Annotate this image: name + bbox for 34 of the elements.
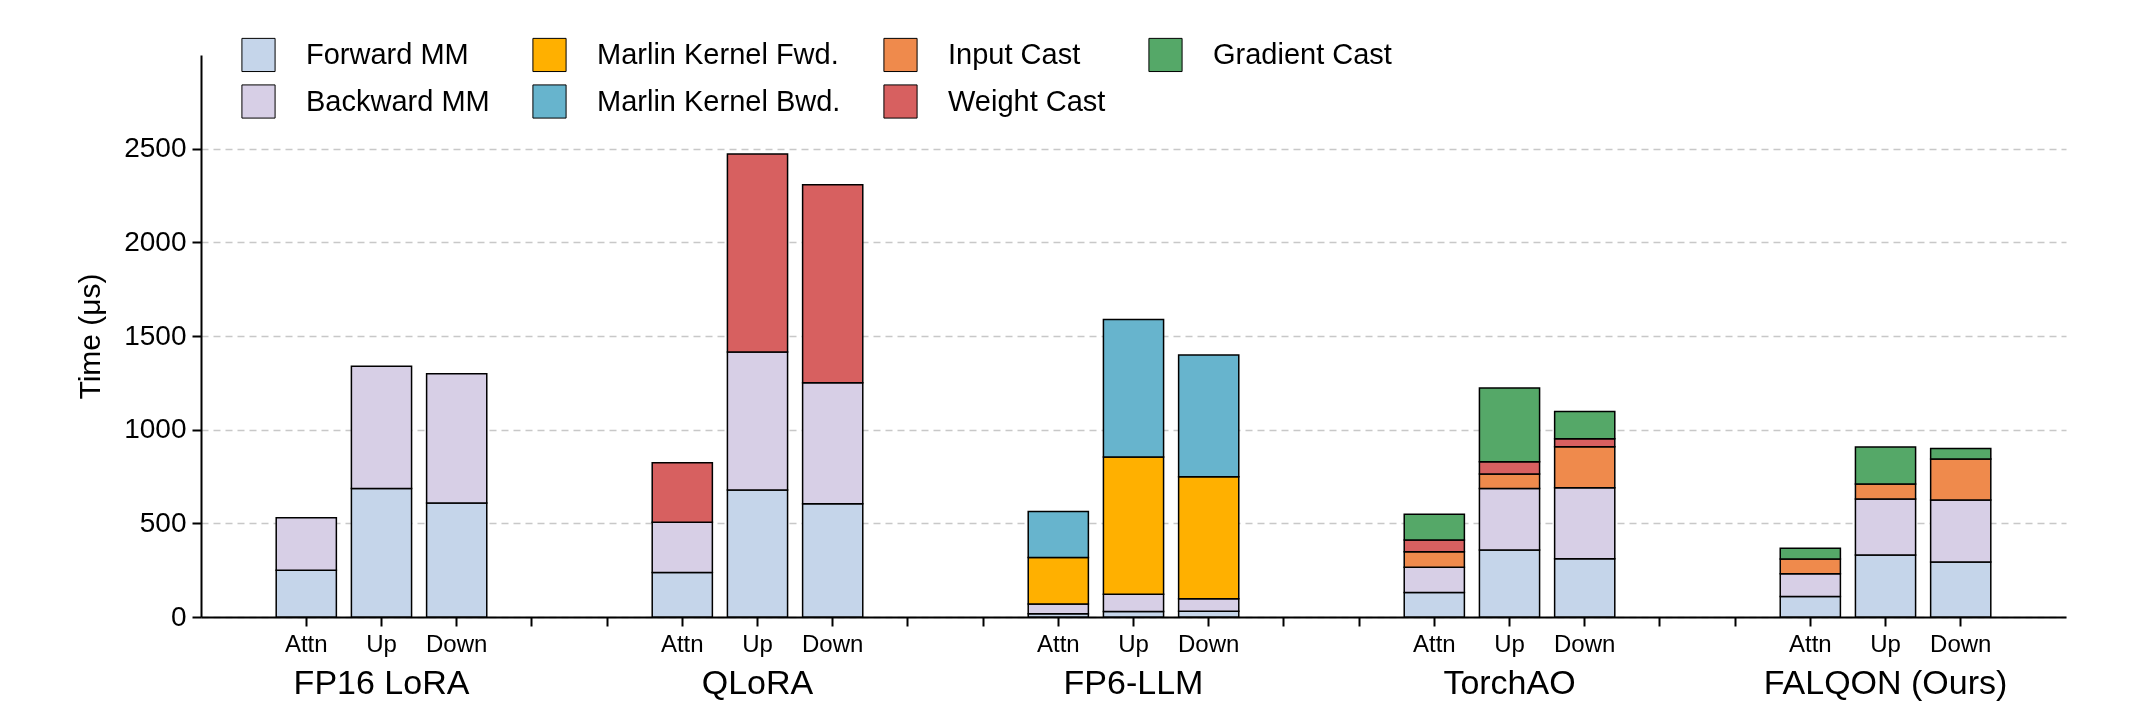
x-tick-label: Up — [1118, 629, 1149, 657]
text: TorchAO — [1443, 663, 1576, 701]
legend-label: Forward MM — [306, 37, 469, 70]
y-axis-title: Time (μs) — [73, 273, 107, 400]
x-tick-label: Down — [802, 629, 864, 657]
text: FP6-LLM — [1063, 663, 1204, 701]
x-tick-label: Down — [1178, 629, 1240, 657]
legend-label: Marlin Kernel Bwd. — [597, 84, 841, 117]
x-tick-label: Up — [366, 629, 397, 657]
y-tick-label: 2000 — [124, 225, 187, 257]
y-tick-label: 2500 — [124, 132, 187, 164]
text: QLoRA — [701, 663, 814, 701]
y-tick-label: 1000 — [124, 413, 187, 445]
x-tick-label: Up — [1870, 629, 1901, 657]
x-tick-label: Down — [426, 629, 488, 657]
x-tick-label: Down — [1554, 629, 1616, 657]
x-tick-label: Up — [742, 629, 773, 657]
x-tick-label: Down — [1930, 629, 1992, 657]
x-tick-label: Attn — [660, 629, 704, 657]
legend-label: Input Cast — [948, 37, 1081, 70]
x-tick-label: Attn — [1036, 629, 1080, 657]
y-tick-label: 500 — [139, 506, 187, 538]
text: FP16 LoRA — [293, 663, 470, 701]
x-tick-label: Attn — [1412, 629, 1456, 657]
text: FALQON (Ours) — [1763, 663, 2008, 701]
legend-label: Marlin Kernel Fwd. — [597, 37, 839, 70]
legend-label: Weight Cast — [948, 84, 1106, 117]
y-tick-label: 1500 — [124, 319, 187, 351]
legend-label: Gradient Cast — [1213, 37, 1392, 70]
x-tick-label: Attn — [1788, 629, 1832, 657]
y-tick-label: 0 — [170, 600, 187, 632]
x-tick-label: Up — [1494, 629, 1525, 657]
legend-label: Backward MM — [306, 84, 490, 117]
x-tick-label: Attn — [284, 629, 328, 657]
